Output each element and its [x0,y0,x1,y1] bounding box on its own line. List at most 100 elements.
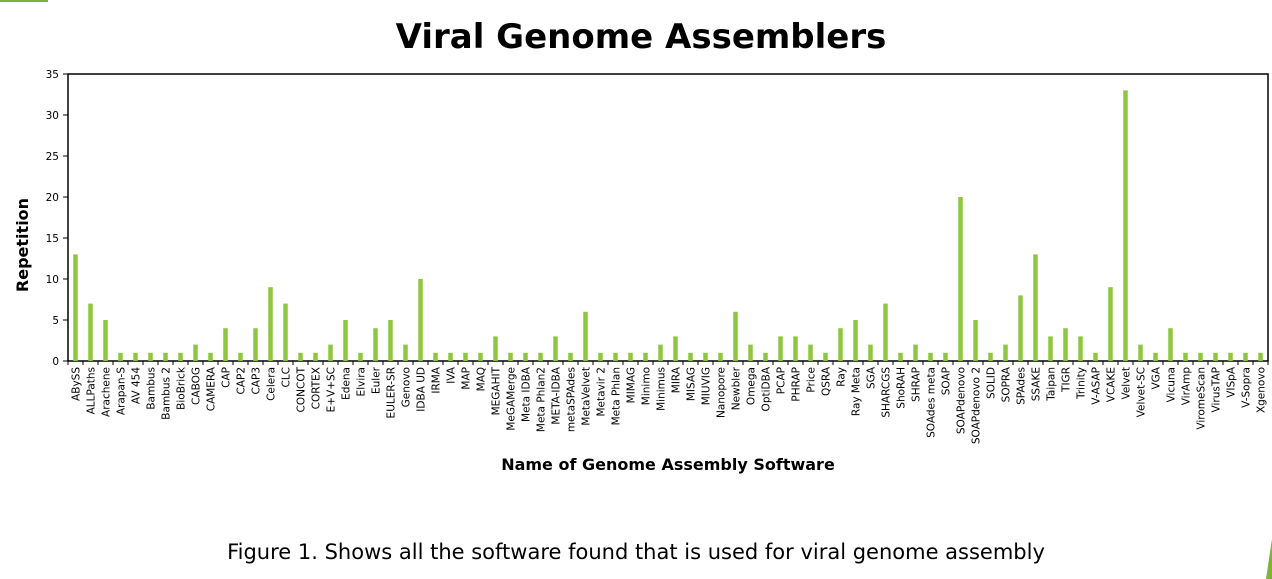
bar [133,352,138,361]
x-tick-label: E+V+SC [326,367,338,412]
x-tick-label: SOLID [986,367,998,399]
x-tick-label: CAP2 [236,367,248,395]
bar [178,352,183,361]
bar [493,336,498,361]
y-axis-title: Repetition [13,198,32,292]
bar [523,352,528,361]
bar [1228,352,1233,361]
x-tick-label: Meta IDBA [521,366,533,422]
x-axis-title: Name of Genome Assembly Software [501,455,835,474]
bar [1078,336,1083,361]
bar [193,344,198,361]
bar [868,344,873,361]
x-tick-label: Arapan-S [116,367,128,415]
x-tick-label: PCAP [776,367,788,394]
bar [538,352,543,361]
x-tick-label: Trinity [1076,367,1088,400]
bar [313,352,318,361]
bar [403,344,408,361]
bar [1198,352,1203,361]
bar [853,320,858,361]
bar [1048,336,1053,361]
x-tick-label: VISpA [1226,366,1238,398]
bar [1258,352,1263,361]
x-tick-label: Nanopore [716,367,728,418]
bar [433,352,438,361]
bar [1033,254,1038,361]
bar [583,311,588,361]
x-tick-label: SOAPdenovo 2 [971,367,983,444]
x-tick-label: SOAPdenovo [956,367,968,434]
bar [1183,352,1188,361]
x-tick-label: SSAKE [1031,367,1043,401]
bar [763,352,768,361]
bar [508,352,513,361]
x-tick-label: CABOG [191,367,203,405]
bar [478,352,483,361]
x-tick-label: Meta Phlan2 [536,367,548,432]
x-tick-label: Genovo [401,367,413,407]
x-tick-label: MeGAMerge [506,367,518,431]
bar [373,328,378,361]
x-tick-label: SPAdes [1016,367,1028,405]
bar [718,352,723,361]
bar [328,344,333,361]
x-tick-label: Edena [341,367,353,400]
x-tick-label: SOAP [941,367,953,395]
x-tick-label: AV 454 [131,367,143,404]
x-tick-label: MetaVelvet [581,367,593,426]
x-tick-label: Arachene [101,367,113,417]
bar [148,352,153,361]
x-tick-label: MAP [461,367,473,390]
y-tick-label: 5 [52,315,59,327]
bar [388,320,393,361]
x-tick-label: Celera [266,367,278,401]
figure-caption: Figure 1. Shows all the software found t… [227,540,1045,564]
bar [1093,352,1098,361]
x-tick-label: Price [806,367,818,393]
x-tick-label: MEGAHIT [491,366,503,415]
x-tick-label: Xgenovo [1256,367,1268,413]
y-tick-label: 0 [52,356,59,368]
bar [703,352,708,361]
bar [988,352,993,361]
bar [238,352,243,361]
x-tick-label: IDBA UD [416,367,428,412]
bar [1123,90,1128,362]
x-tick-label: Bambus 2 [161,367,173,420]
plot-area: 0 5 10 15 20 25 30 35 ABySS ALLPaths Arachene Arapa… [46,69,1269,444]
bar [1108,287,1113,361]
x-tick-label: META-IDBA [551,366,563,424]
x-tick-label: QSRA [821,366,833,396]
x-tick-label: Ray Meta [851,367,863,416]
x-tick-label: SHARCGS [881,367,893,418]
x-tick-label: EULER-SR [386,367,398,418]
x-tick-label: CONCOT [296,366,308,412]
bar [73,254,78,361]
bar [553,336,558,361]
x-tick-label: MISAG [686,367,698,401]
bar [943,352,948,361]
bar [733,311,738,361]
bar [898,352,903,361]
bar [88,303,93,361]
x-tick-label: SGA [866,366,878,389]
x-tick-label: VirAmp [1181,367,1193,406]
x-tick-label: Meta Phlan [611,367,623,425]
bar [778,336,783,361]
bar [1003,344,1008,361]
x-tick-label: Minimus [656,367,668,411]
bar-chart: Viral Genome Assemblers Repetition Name … [13,17,1269,474]
bar [298,352,303,361]
bar [1243,352,1248,361]
x-tick-label: Vicuna [1166,367,1178,402]
bar [958,197,963,361]
bar [838,328,843,361]
bar [883,303,888,361]
x-tick-label: IRMA [431,366,443,393]
bar [613,352,618,361]
bar [283,303,288,361]
y-tick-label: 20 [46,192,59,204]
y-tick-label: 25 [46,151,59,163]
y-tick-label: 35 [46,69,59,81]
